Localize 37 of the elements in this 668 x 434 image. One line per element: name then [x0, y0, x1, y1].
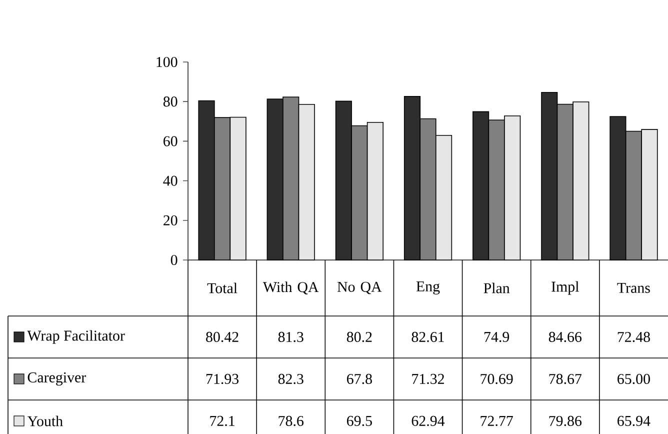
y-tick-label: 0 — [170, 254, 178, 266]
x-tick-label: Trans — [617, 283, 650, 293]
data-label: 79.86 — [549, 416, 582, 426]
x-tick-label: With QA — [262, 282, 319, 294]
legend-label: Caregiver — [28, 372, 86, 386]
data-label: 74.9 — [484, 332, 510, 342]
legend-label: Youth — [27, 416, 63, 426]
x-tick-label: Total — [207, 282, 238, 294]
data-label: 72.1 — [210, 416, 234, 426]
data-label: 80.2 — [346, 332, 372, 342]
data-label: 81.3 — [278, 332, 304, 342]
data-label: 80.42 — [206, 332, 238, 342]
x-tick-label: No QA — [337, 282, 382, 294]
data-label: 71.93 — [206, 374, 239, 384]
x-tick-label: Impl — [552, 281, 579, 295]
data-label: 67.8 — [347, 374, 372, 384]
x-tick-label: Eng — [416, 281, 440, 294]
y-tick-label: 40 — [163, 176, 178, 186]
data-label: 72.48 — [618, 332, 650, 342]
data-label: 84.66 — [548, 332, 582, 342]
data-label: 82.3 — [278, 374, 304, 384]
data-label: 69.5 — [347, 416, 372, 426]
y-tick-label: 80 — [163, 96, 178, 107]
y-tick-label: 100 — [156, 56, 178, 68]
data-label: 72.77 — [480, 416, 513, 426]
data-label: 70.69 — [480, 374, 513, 384]
legend-label: Wrap Facilitator — [27, 330, 125, 344]
data-label: 78.67 — [549, 374, 582, 384]
x-tick-label: Plan — [484, 282, 510, 294]
data-label: 65.94 — [618, 416, 650, 426]
y-tick-label: 20 — [164, 215, 178, 226]
data-label: 62.94 — [412, 416, 445, 426]
data-label: 78.6 — [278, 416, 304, 426]
data-label: 71.32 — [412, 374, 444, 384]
y-tick-label: 60 — [164, 136, 178, 146]
data-label: 65.00 — [618, 374, 650, 384]
data-label: 82.61 — [412, 332, 444, 342]
